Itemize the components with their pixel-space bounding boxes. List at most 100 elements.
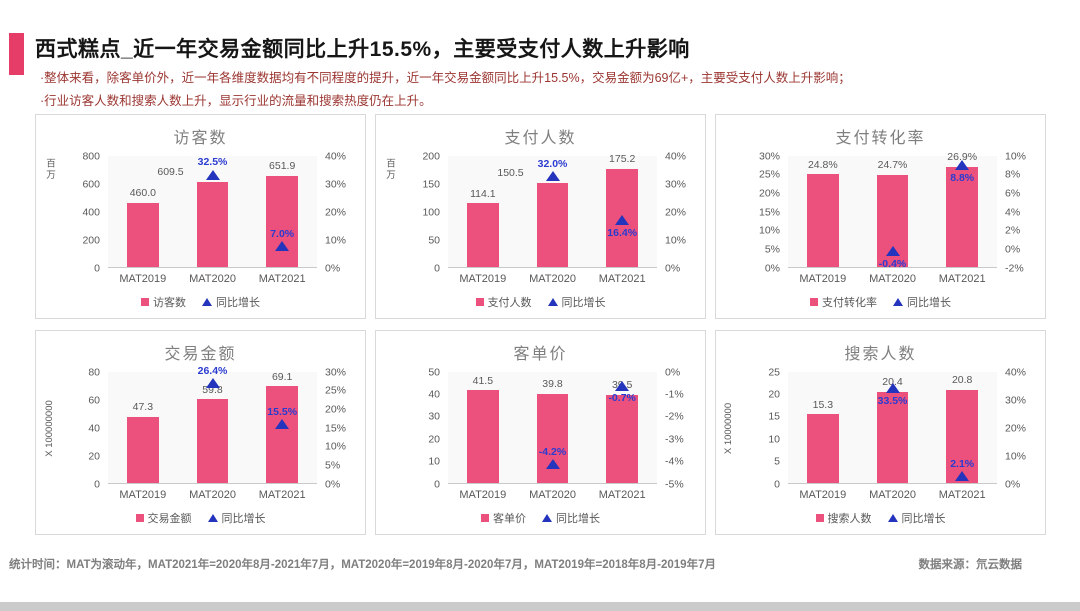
title-accent-bar (9, 33, 24, 75)
growth-marker (885, 383, 900, 394)
axis-tick-label: 5% (325, 459, 341, 472)
x-axis-label: MAT2019 (459, 489, 507, 501)
axis-tick-label: 40% (1005, 365, 1027, 378)
growth-value-label: -4.2% (538, 445, 567, 458)
bar (196, 399, 229, 483)
x-axis-label: MAT2019 (799, 273, 847, 285)
right-axis: 0% 5% 10% 15% 20% 25% 30% (319, 367, 363, 489)
axis-tick-label: 10% (1005, 149, 1027, 162)
bottom-strip (0, 602, 1080, 611)
legend-bar-swatch-icon (135, 514, 144, 522)
data-source-note: 数据来源：氘云数据 (918, 559, 1023, 571)
legend-label: 客单价 (493, 513, 526, 525)
axis-tick-label: 60 (88, 393, 100, 406)
axis-tick-label: 15% (758, 205, 780, 218)
legend-item: 同比增长 (893, 294, 951, 310)
axis-tick-label: 20 (768, 388, 780, 401)
bar (467, 390, 499, 483)
bar (536, 393, 569, 483)
x-axis-label: MAT2021 (938, 273, 986, 285)
left-axis: 0 200 400 600 800 (56, 151, 100, 273)
x-axis-label: MAT2020 (529, 489, 576, 501)
left-axis: 0 20 40 60 80 (56, 367, 100, 489)
growth-marker (205, 378, 220, 389)
chart-plot-region: X 10000000 0 5 10 15 20 25 0% 10% 20% 30% 40% 15.3 MA… (716, 366, 1045, 504)
chart-legend: 访客数 同比增长 (36, 294, 365, 310)
axis-tick-label: -4% (665, 455, 684, 468)
left-axis: 0% 5% 10% 15% 20% 25% 30% (736, 151, 780, 273)
chart-legend: 客单价 同比增长 (376, 510, 705, 526)
legend-triangle-swatch-icon (207, 514, 218, 522)
legend-triangle-swatch-icon (202, 298, 212, 306)
axis-tick-label: 30 (428, 410, 440, 423)
axis-tick-label: 0 (434, 477, 440, 490)
plot-area: 24.8% MAT2019 24.7% -0.4% MAT2020 26.9% 8.8% MA… (788, 151, 997, 285)
axis-tick-label: 150 (422, 177, 440, 190)
x-axis-label: MAT2021 (258, 489, 306, 501)
left-axis: 0 5 10 15 20 25 (736, 367, 780, 489)
growth-value-label: 33.5% (877, 394, 908, 407)
growth-value-label: 32.5% (197, 156, 228, 169)
axis-tick-label: 10 (428, 455, 440, 468)
axis-tick-label: 0% (665, 365, 681, 378)
growth-marker (885, 246, 900, 257)
chart-title: 搜索人数 (844, 346, 917, 363)
axis-tick-label: 40 (428, 388, 440, 401)
axis-tick-label: 10% (1005, 449, 1027, 462)
bullet-item: ·整体来看，除客单价外，近一年各维度数据均有不同程度的提升，近一年交易金额同比上… (40, 71, 851, 85)
chart-plot-region: 百万 0 50 100 150 200 0% 10% 20% 30% 40% 114.1 MAT2019… (376, 150, 705, 288)
legend-label: 支付人数 (487, 297, 532, 309)
legend-item: 同比增长 (887, 510, 946, 526)
bar-value-label: 15.3 (812, 398, 834, 411)
axis-tick-label: 10% (758, 224, 780, 237)
chart-title: 支付转化率 (835, 130, 926, 147)
left-axis: 0 50 100 150 200 (396, 151, 440, 273)
legend-label: 访客数 (153, 297, 186, 309)
axis-tick-label: 0% (665, 261, 681, 274)
legend-item: 访客数 (141, 294, 186, 310)
chart-plot-region: 百万 0 200 400 600 800 0% 10% 20% 30% 40% 460.0 MAT201… (36, 150, 365, 288)
bar-value-label: 47.3 (132, 401, 154, 414)
x-axis-label: MAT2019 (459, 273, 507, 285)
axis-tick-label: 40% (665, 149, 687, 162)
axis-unit-label: X 10000000 (722, 372, 736, 484)
plot-area: 47.3 MAT2019 59.8 26.4% MAT2020 69.1 15.5% MAT2… (108, 365, 317, 501)
growth-marker (205, 170, 220, 180)
axis-tick-label: 4% (1005, 205, 1021, 218)
legend-triangle-swatch-icon (893, 298, 903, 306)
footer: 统计时间：MAT为滚动年，MAT2021年=2020年8月-2021年7月，MA… (9, 556, 1022, 572)
bar (807, 174, 839, 267)
legend-bar-swatch-icon (481, 514, 489, 522)
chart-panel-gmv: 交易金额 X 100000000 0 20 40 60 80 0% 5% 10% 15% 20% 25… (35, 330, 366, 535)
legend-bar-swatch-icon (475, 298, 484, 306)
right-axis: 0% 10% 20% 30% 40% (319, 151, 363, 273)
right-axis: 0% 10% 20% 30% 40% (659, 151, 703, 273)
growth-marker (955, 471, 970, 482)
axis-tick-label: 15% (325, 421, 347, 434)
bar (946, 166, 978, 267)
axis-tick-label: 25 (768, 365, 780, 378)
x-axis-label: MAT2021 (598, 489, 646, 501)
plot-area: 15.3 MAT2019 20.4 33.5% MAT2020 20.8 2.1% MAT20… (788, 372, 997, 501)
chart-panel-payers: 支付人数 百万 0 50 100 150 200 0% 10% 20% 30% 40% 114.1 MA… (375, 114, 706, 319)
bar (467, 203, 499, 267)
axis-tick-label: 2% (1005, 224, 1021, 237)
axis-tick-label: 30% (325, 177, 347, 190)
axis-tick-label: 25% (758, 168, 780, 181)
axis-tick-label: 0% (1005, 477, 1021, 490)
legend-item: 支付人数 (475, 294, 532, 310)
axis-unit-label: X 100000000 (42, 372, 56, 484)
growth-marker (955, 160, 970, 171)
growth-marker (615, 380, 630, 391)
axis-unit-text: 百万 (44, 158, 55, 181)
axis-tick-label: 40 (88, 421, 100, 434)
axis-tick-label: 10% (325, 440, 347, 453)
bar (536, 182, 569, 267)
legend-item: 同比增长 (542, 510, 600, 526)
axis-tick-label: 20% (325, 205, 347, 218)
bar-value-label: 114.1 (470, 187, 496, 200)
axis-tick-label: 0 (774, 477, 780, 490)
axis-tick-label: 30% (325, 365, 347, 378)
axis-tick-label: 10% (665, 233, 687, 246)
